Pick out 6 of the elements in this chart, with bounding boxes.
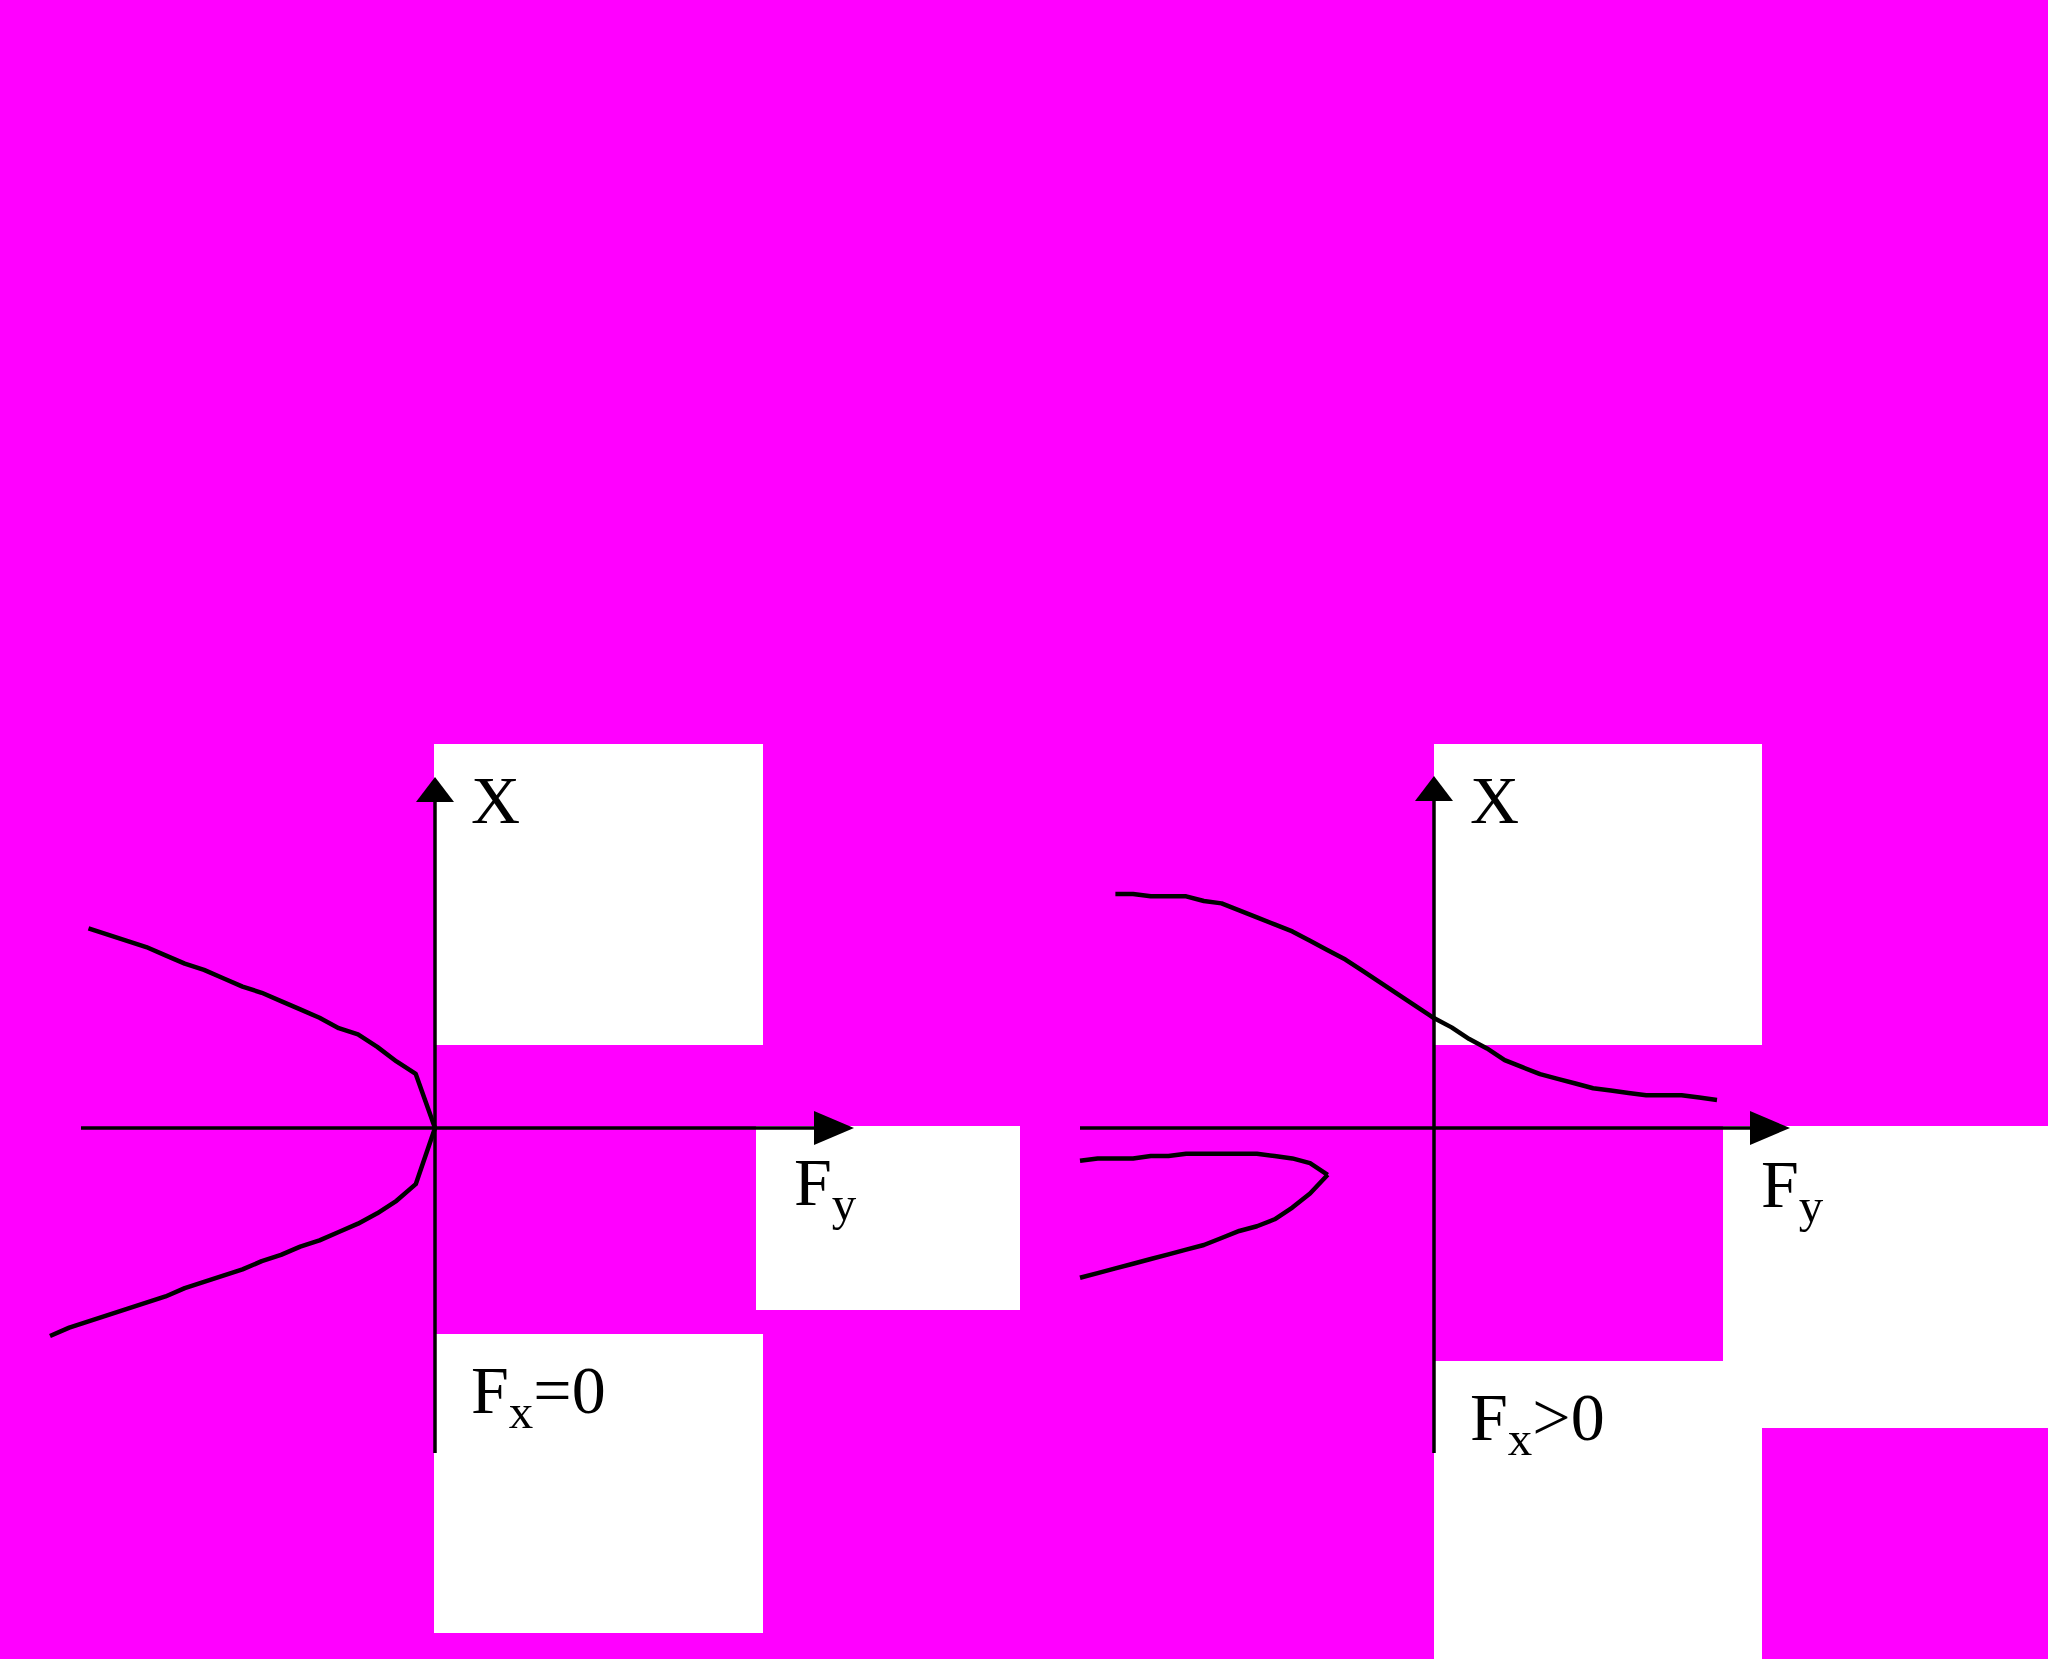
y-axis-title: X: [1470, 762, 1520, 838]
text: F$_{x}$>0: [1470, 1379, 1605, 1466]
x-axis-title: F$_{y}$: [1761, 1146, 1824, 1233]
x-axis-title: F$_{y}$: [794, 1144, 857, 1231]
text: F$_{x}$=0: [471, 1352, 606, 1439]
y-axis-title: X: [471, 762, 521, 838]
